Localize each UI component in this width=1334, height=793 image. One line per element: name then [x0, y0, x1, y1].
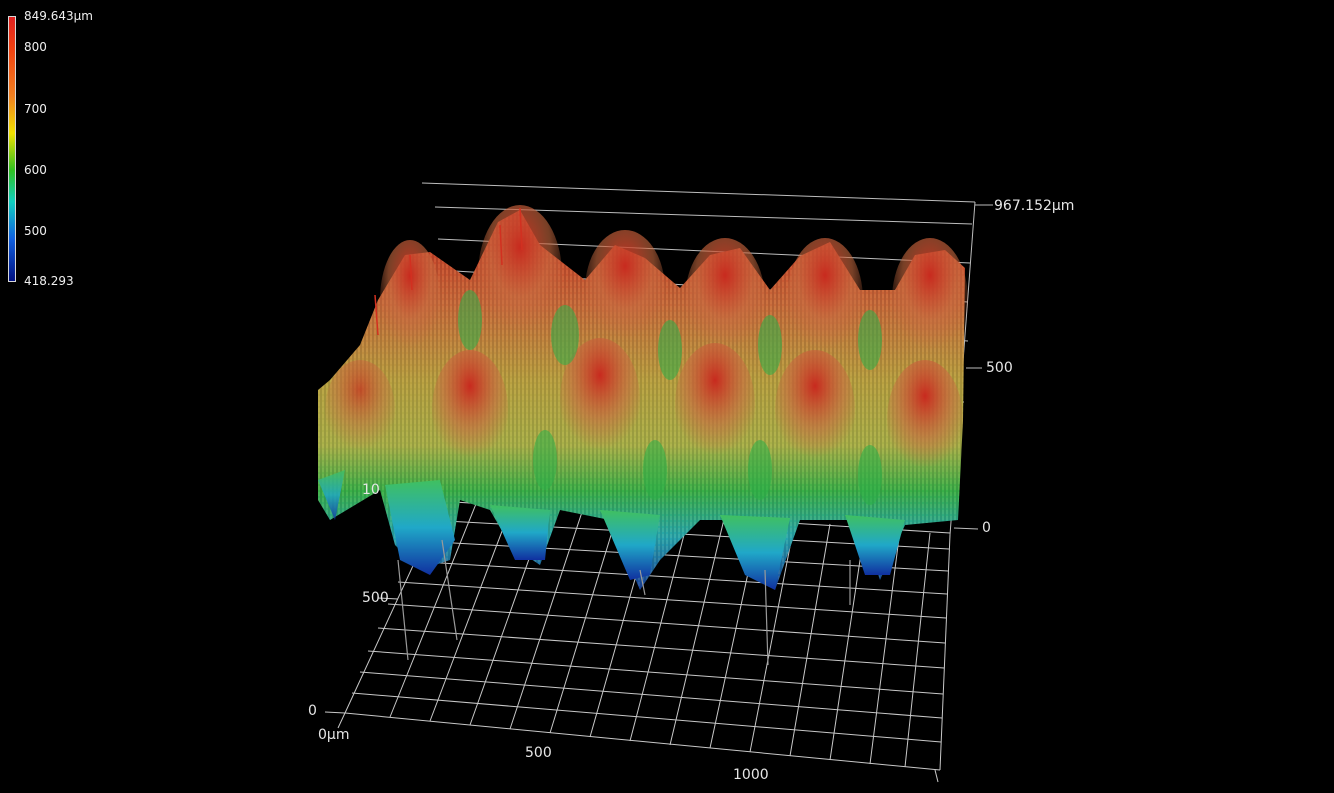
colorbar-tick-500: 500: [24, 224, 47, 238]
height-colorbar: [8, 16, 16, 282]
height-surface: [318, 205, 968, 666]
colorbar-tick-700: 700: [24, 102, 47, 116]
peak-7: [432, 350, 508, 470]
peak-1: [380, 240, 440, 360]
x-axis-mid-label: 500: [525, 745, 552, 761]
z-axis-max-label: 967.152µm: [994, 198, 1075, 214]
x-axis-end-label: 1000: [733, 767, 769, 783]
peak-5: [787, 238, 863, 362]
z-axis-zero-label: 0: [982, 520, 991, 536]
peak-3: [585, 230, 665, 350]
floor-grid: [324, 489, 951, 783]
x-axis-origin-label: 0µm: [318, 727, 350, 743]
peak-8: [560, 338, 640, 462]
peak-10: [775, 350, 855, 470]
peak-12: [325, 360, 395, 460]
y-axis-mid-label: 500: [362, 590, 389, 606]
z-axis-mid-label: 500: [986, 360, 1013, 376]
colorbar-tick-800: 800: [24, 40, 47, 54]
peak-2: [478, 205, 562, 345]
peak-9: [675, 343, 755, 467]
colorbar-max-label: 849.643µm: [24, 9, 93, 23]
valleys: [318, 470, 905, 590]
colorbar-tick-600: 600: [24, 163, 47, 177]
peak-6: [892, 238, 968, 362]
peak-11: [887, 360, 963, 480]
peak-4: [685, 238, 765, 362]
y-axis-top-label: 10: [362, 482, 380, 498]
colorbar-min-label: 418.293: [24, 274, 74, 288]
y-axis-zero-label: 0: [308, 703, 317, 719]
